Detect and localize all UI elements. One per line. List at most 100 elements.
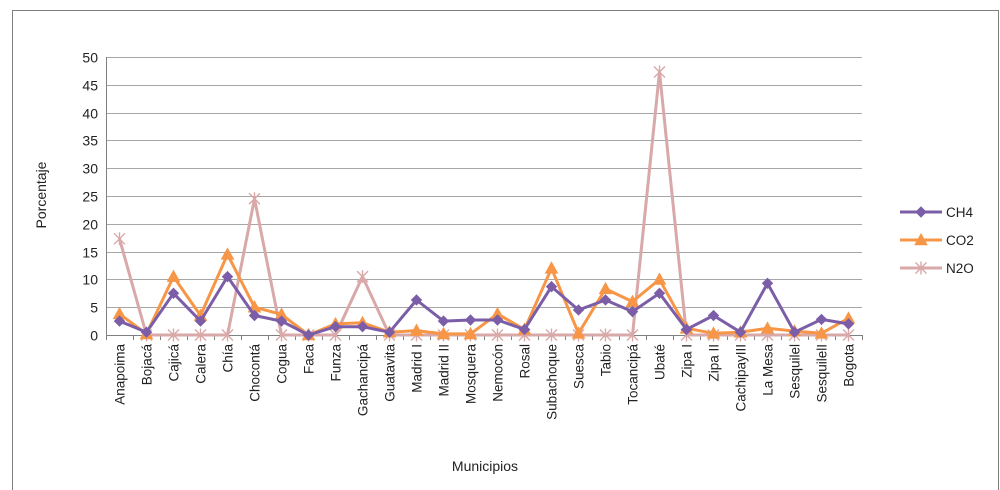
x-tick-label: Madrid II — [437, 344, 452, 397]
x-tick-label: La Mesa — [761, 344, 776, 396]
legend: CH4 CO2 N2O — [900, 205, 974, 276]
x-tick-label: SesquilelI — [815, 344, 830, 403]
x-tick-label: Anapoima — [113, 344, 128, 405]
data-point-n2o — [275, 328, 288, 342]
data-point-n2o — [653, 65, 666, 79]
y-tick-label: 45 — [82, 78, 98, 94]
data-point-n2o — [113, 232, 126, 246]
series-line-n2o — [118, 70, 849, 337]
x-tick-label: Tabio — [599, 344, 614, 376]
x-tick-label: Cogua — [275, 344, 290, 384]
x-tick-label: Cajicá — [167, 344, 182, 382]
y-tick-label: 40 — [82, 106, 98, 122]
data-point-ch4 — [734, 326, 747, 338]
x-tick-label: Rosal — [518, 344, 533, 379]
data-point-n2o — [167, 328, 180, 342]
x-tick-label: Zipa II — [707, 344, 722, 382]
data-point-ch4 — [518, 323, 531, 336]
data-point-co2 — [571, 326, 586, 339]
y-tick-label: 10 — [82, 272, 98, 288]
y-tick-label: 0 — [90, 328, 98, 344]
x-tick-label: CachipayIII — [734, 344, 749, 412]
x-tick-label: Ubaté — [653, 344, 668, 380]
data-point-n2o — [545, 328, 558, 342]
data-point-ch4 — [167, 287, 180, 300]
y-tick-label: 15 — [82, 245, 98, 261]
data-point-ch4 — [275, 315, 288, 327]
data-point-co2 — [166, 269, 181, 282]
data-point-co2 — [436, 326, 451, 340]
legend-marker — [914, 232, 928, 246]
data-point-ch4 — [329, 320, 342, 333]
x-tick-label: Funza — [329, 344, 344, 382]
y-tick-labels: 0 5 10 15 20 25 30 35 40 45 50 — [82, 50, 98, 344]
data-point-ch4 — [221, 270, 234, 283]
y-tick-label: 20 — [82, 217, 98, 233]
data-point-ch4 — [113, 315, 126, 327]
data-point-co2 — [220, 247, 235, 260]
legend-marker — [915, 206, 927, 218]
data-point-ch4 — [842, 318, 855, 330]
y-axis-title: Porcentaje — [33, 161, 49, 228]
data-point-ch4 — [464, 314, 477, 326]
data-point-ch4 — [788, 326, 801, 338]
y-tick-label: 30 — [82, 161, 98, 177]
data-point-ch4 — [626, 305, 639, 318]
data-point-ch4 — [761, 277, 774, 289]
legend-item-co2: CO2 — [900, 232, 974, 248]
x-tick-label: Tocancipá — [626, 344, 641, 405]
data-point-ch4 — [383, 326, 396, 338]
data-point-ch4 — [194, 315, 207, 327]
data-point-co2 — [598, 281, 613, 295]
y-tick-label: 25 — [82, 189, 98, 205]
x-tick-label: Chía — [221, 344, 236, 373]
legend-item-ch4: CH4 — [900, 205, 973, 220]
data-point-n2o — [599, 328, 612, 342]
legend-label: CO2 — [946, 233, 974, 248]
x-tick-label: Bojacá — [140, 344, 155, 386]
legend-label: N2O — [946, 261, 974, 276]
legend-item-n2o: N2O — [900, 261, 974, 276]
data-point-ch4 — [410, 294, 423, 306]
gridlines — [106, 57, 862, 308]
x-tick-label: Gachancipá — [356, 344, 371, 417]
data-point-co2 — [652, 272, 667, 285]
x-tick-label: Mosquera — [464, 344, 479, 405]
chart-border — [12, 10, 999, 490]
data-series — [112, 65, 856, 342]
y-tick-label: 35 — [82, 133, 98, 149]
data-point-n2o — [842, 328, 855, 342]
x-tick-label: Guatavita — [383, 344, 398, 402]
data-point-co2 — [814, 326, 829, 339]
data-point-ch4 — [680, 323, 693, 336]
data-point-n2o — [491, 328, 504, 342]
data-point-n2o — [626, 328, 639, 342]
x-tick-label: Bogota — [842, 344, 857, 387]
data-point-co2 — [463, 326, 478, 340]
data-point-n2o — [194, 328, 207, 342]
x-tick-label: Madrid I — [410, 344, 425, 393]
x-tick-label: Sesquilel — [788, 344, 803, 399]
data-point-ch4 — [599, 294, 612, 306]
legend-marker — [915, 261, 927, 275]
data-point-ch4 — [302, 329, 315, 341]
x-tick-label: Calera — [194, 344, 209, 384]
data-point-n2o — [248, 192, 261, 206]
x-tick-label: Faca — [302, 344, 317, 375]
series-ch4 — [113, 270, 855, 341]
data-point-ch4 — [491, 314, 504, 326]
data-point-n2o — [221, 328, 234, 342]
data-point-ch4 — [140, 326, 153, 338]
data-point-ch4 — [653, 287, 666, 300]
y-tick-label: 50 — [82, 50, 98, 66]
data-point-ch4 — [437, 315, 450, 327]
x-tick-label: Suesca — [572, 344, 587, 390]
x-axis-title: Municipios — [452, 458, 518, 474]
data-point-ch4 — [707, 309, 720, 322]
x-tick-labels: Anapoima Bojacá Cajicá Calera Chía Chocontá Co… — [113, 344, 857, 420]
data-point-co2 — [706, 326, 721, 339]
data-point-ch4 — [248, 309, 261, 322]
x-tick-label: Subachoque — [545, 344, 560, 420]
